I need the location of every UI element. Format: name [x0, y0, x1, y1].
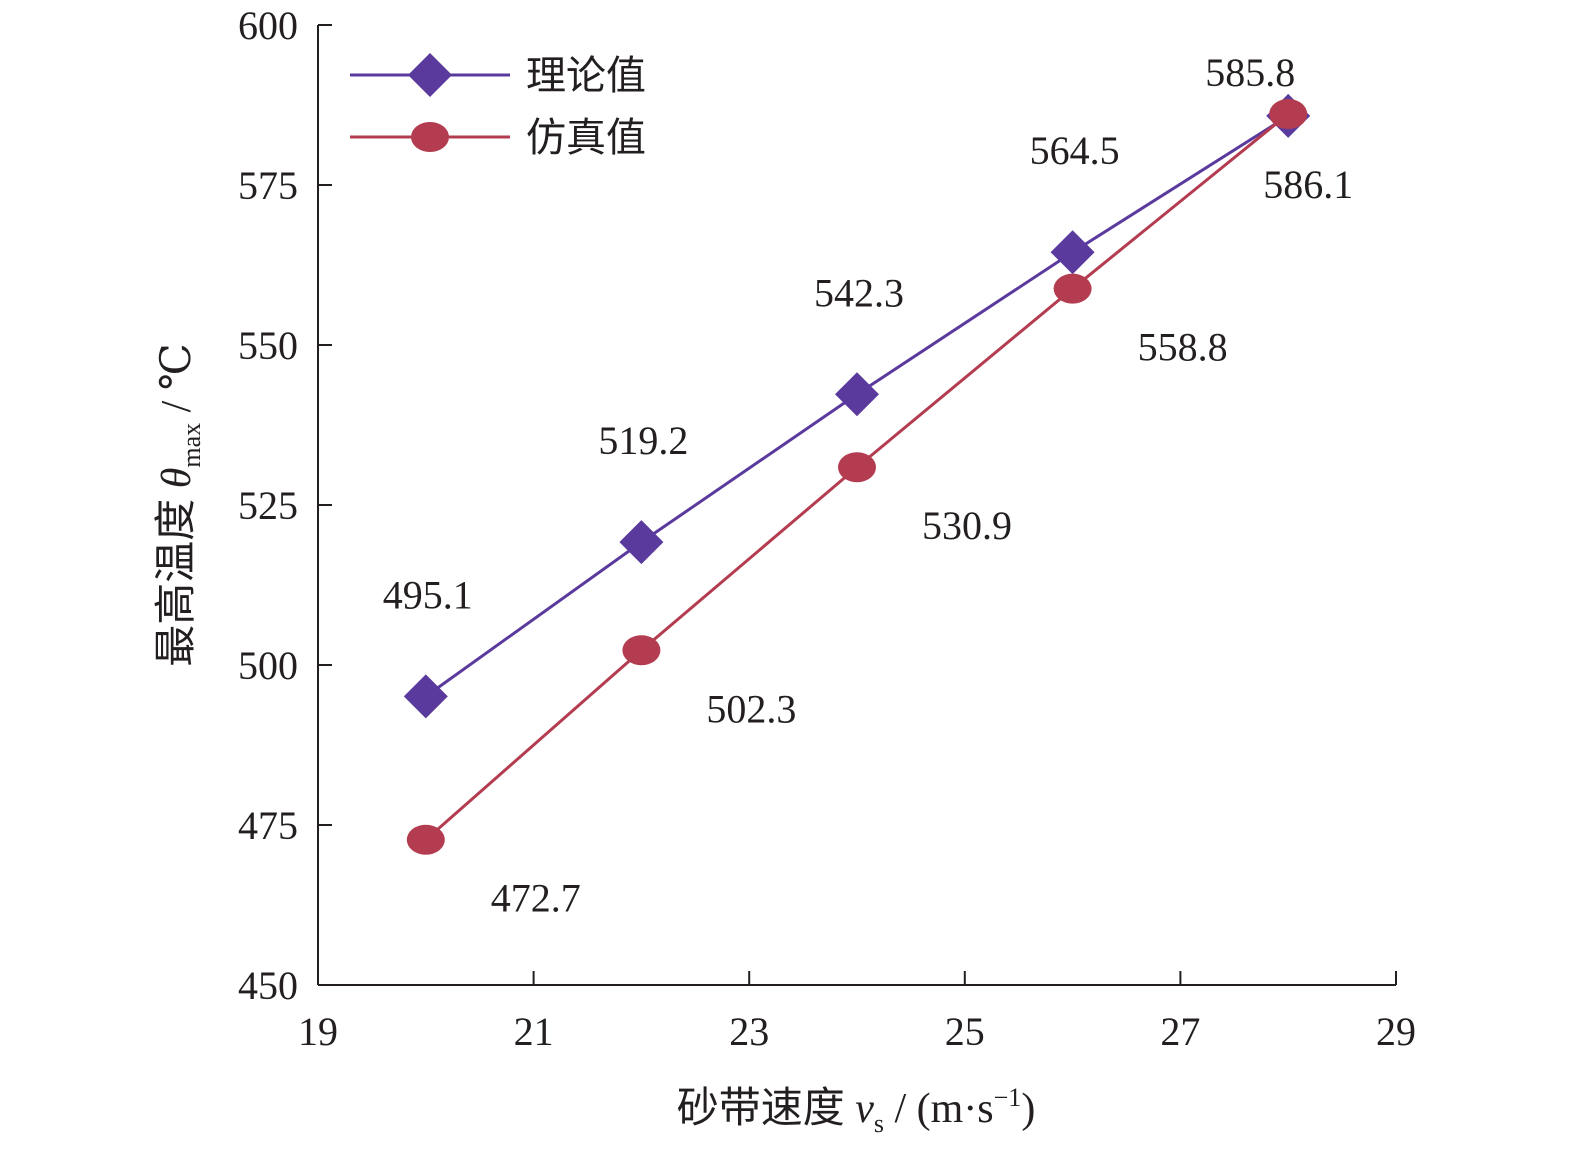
data-label: 564.5 [1030, 128, 1120, 173]
x-tick-label: 23 [729, 1009, 769, 1054]
diamond-point [835, 372, 879, 417]
x-tick-label: 29 [1376, 1009, 1416, 1054]
data-label: 530.9 [922, 503, 1012, 548]
y-tick-label: 575 [238, 163, 298, 208]
y-tick-label: 475 [238, 803, 298, 848]
diamond-point [1050, 230, 1095, 275]
circle-point [406, 824, 445, 855]
data-label: 586.1 [1263, 162, 1353, 207]
diamond-point [403, 674, 448, 719]
circle-point [622, 635, 661, 666]
circle-point [1269, 98, 1308, 129]
data-label: 585.8 [1205, 50, 1295, 95]
legend-diamond-marker [408, 53, 452, 97]
y-tick-label: 525 [238, 483, 298, 528]
diamond-point [619, 520, 664, 565]
y-tick-label: 600 [238, 3, 298, 48]
x-tick-label: 19 [298, 1009, 338, 1054]
x-tick-label: 27 [1160, 1009, 1200, 1054]
circle-point [838, 452, 876, 483]
x-axis-title: 砂带速度 vs / (m·s−1) [677, 1083, 1036, 1138]
data-label: 495.1 [383, 572, 473, 617]
y-tick-label: 450 [238, 963, 298, 1008]
x-tick-label: 21 [514, 1009, 554, 1054]
data-label: 502.3 [706, 686, 796, 731]
circle-point [1053, 273, 1092, 304]
x-tick-label: 25 [945, 1009, 985, 1054]
data-label: 472.7 [491, 876, 581, 921]
data-labels: 495.1 519.2 542.3 564.5 585.8 472.7 502.3 530.9… [383, 50, 1353, 921]
y-tick-label: 500 [238, 643, 298, 688]
series-layer [403, 93, 1311, 855]
y-axis-title: 最高温度 θmax / ℃ [154, 343, 206, 667]
data-label: 558.8 [1138, 325, 1228, 370]
y-tick-label: 550 [238, 323, 298, 368]
legend-circle-marker [411, 122, 449, 152]
data-label: 519.2 [598, 418, 688, 463]
legend-label: 理论值 [526, 53, 646, 99]
data-label: 542.3 [814, 270, 904, 315]
legend-label: 仿真值 [526, 115, 646, 161]
axes: 450 475 500 525 550 575 600 19 21 23 25 27 29 [238, 3, 1416, 1054]
